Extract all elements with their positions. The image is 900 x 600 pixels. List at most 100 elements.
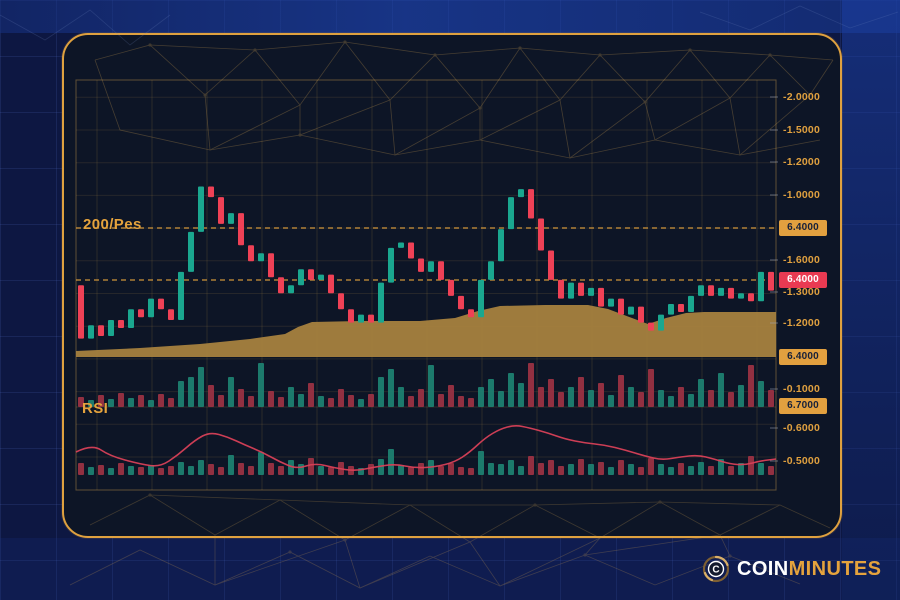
candle bbox=[358, 314, 364, 323]
volume-bar bbox=[568, 387, 574, 407]
candle bbox=[138, 309, 144, 318]
volume-bar bbox=[588, 390, 594, 407]
rsi-bar bbox=[78, 463, 84, 475]
y-axis-label: -0.5000 bbox=[783, 455, 821, 467]
volume-bar bbox=[148, 400, 154, 407]
candle bbox=[658, 314, 664, 331]
volume-bar bbox=[388, 369, 394, 407]
volume-bar bbox=[238, 389, 244, 407]
rsi-bar bbox=[158, 468, 164, 475]
candle bbox=[728, 287, 734, 299]
volume-bar bbox=[118, 393, 124, 407]
volume-bar bbox=[728, 392, 734, 407]
rsi-bar bbox=[318, 466, 324, 475]
y-axis-label: -0.1000 bbox=[783, 383, 821, 395]
candle bbox=[108, 319, 114, 336]
candle bbox=[488, 261, 494, 280]
volume-bar bbox=[248, 396, 254, 407]
candle bbox=[468, 309, 474, 318]
candle bbox=[388, 247, 394, 283]
rsi-bar bbox=[658, 464, 664, 475]
candle bbox=[298, 269, 304, 286]
rsi-bar bbox=[288, 460, 294, 475]
rsi-bar bbox=[528, 456, 534, 475]
volume-bar bbox=[198, 367, 204, 407]
rsi-bar bbox=[448, 463, 454, 475]
candle bbox=[438, 261, 444, 280]
volume-bar bbox=[88, 400, 94, 407]
rsi-bar bbox=[258, 452, 264, 475]
candle bbox=[228, 213, 234, 224]
volume-bar bbox=[128, 398, 134, 407]
candlesticks bbox=[78, 186, 774, 339]
rsi-bar bbox=[638, 467, 644, 475]
chart-grid bbox=[75, 79, 777, 491]
rsi-bar bbox=[488, 463, 494, 475]
rsi-bar bbox=[618, 460, 624, 475]
candle bbox=[348, 309, 354, 323]
volume-bar bbox=[98, 395, 104, 407]
volume-bar bbox=[618, 375, 624, 407]
candle bbox=[478, 279, 484, 318]
candle bbox=[458, 295, 464, 310]
volume-bar bbox=[218, 395, 224, 407]
rsi-line-group bbox=[75, 425, 777, 471]
candle bbox=[118, 319, 124, 328]
rsi-bar bbox=[458, 467, 464, 475]
volume-bar bbox=[188, 377, 194, 407]
volume-bar bbox=[528, 363, 534, 407]
volume-bar bbox=[348, 395, 354, 407]
volume-bar bbox=[668, 396, 674, 407]
coin-logo-icon: C bbox=[702, 555, 730, 583]
candle bbox=[318, 274, 324, 280]
rsi-bar bbox=[518, 466, 524, 475]
volume-bar bbox=[318, 396, 324, 407]
rsi-bar bbox=[138, 467, 144, 475]
candle bbox=[538, 218, 544, 251]
rsi-bar bbox=[578, 459, 584, 475]
y-axis-label: -1.5000 bbox=[783, 124, 821, 136]
volume-bar bbox=[368, 394, 374, 407]
candle bbox=[758, 271, 764, 302]
axis-ticks bbox=[770, 96, 778, 462]
volume-bar bbox=[408, 396, 414, 407]
rsi-section-label: RSI bbox=[82, 400, 109, 417]
rsi-bar bbox=[368, 464, 374, 475]
volume-bar bbox=[758, 381, 764, 407]
rsi-bar bbox=[388, 449, 394, 475]
candle bbox=[278, 277, 284, 294]
candle bbox=[328, 274, 334, 294]
candle bbox=[128, 309, 134, 328]
rsi-bar bbox=[228, 455, 234, 475]
volume-bar bbox=[738, 385, 744, 407]
candle bbox=[508, 197, 514, 230]
volume-bar bbox=[768, 390, 774, 407]
candle bbox=[368, 314, 374, 323]
coin-logo-letter: C bbox=[712, 565, 719, 576]
candle bbox=[98, 325, 104, 336]
y-axis-label: -0.6000 bbox=[783, 422, 821, 434]
logo-text-minutes: MINUTES bbox=[788, 557, 882, 580]
candle bbox=[498, 229, 504, 262]
candle bbox=[268, 253, 274, 278]
price-badge-orange: 6.4000 bbox=[779, 349, 827, 365]
candle bbox=[548, 250, 554, 280]
volume-bar bbox=[458, 396, 464, 407]
volume-bar bbox=[688, 394, 694, 407]
rsi-bar bbox=[648, 458, 654, 475]
y-axis-label: -1.2000 bbox=[783, 317, 821, 329]
candle bbox=[528, 189, 534, 219]
rsi-bar bbox=[268, 463, 274, 475]
rsi-bar bbox=[668, 467, 674, 475]
candle bbox=[598, 287, 604, 307]
rsi-bar bbox=[758, 463, 764, 475]
candle bbox=[378, 282, 384, 323]
volume-bar bbox=[168, 398, 174, 407]
volume-bar bbox=[708, 390, 714, 407]
rsi-bar bbox=[178, 462, 184, 475]
volume-bar bbox=[608, 395, 614, 407]
price-badge-orange: 6.4000 bbox=[779, 220, 827, 236]
volume-bar bbox=[328, 398, 334, 407]
volume-bar bbox=[338, 389, 344, 407]
